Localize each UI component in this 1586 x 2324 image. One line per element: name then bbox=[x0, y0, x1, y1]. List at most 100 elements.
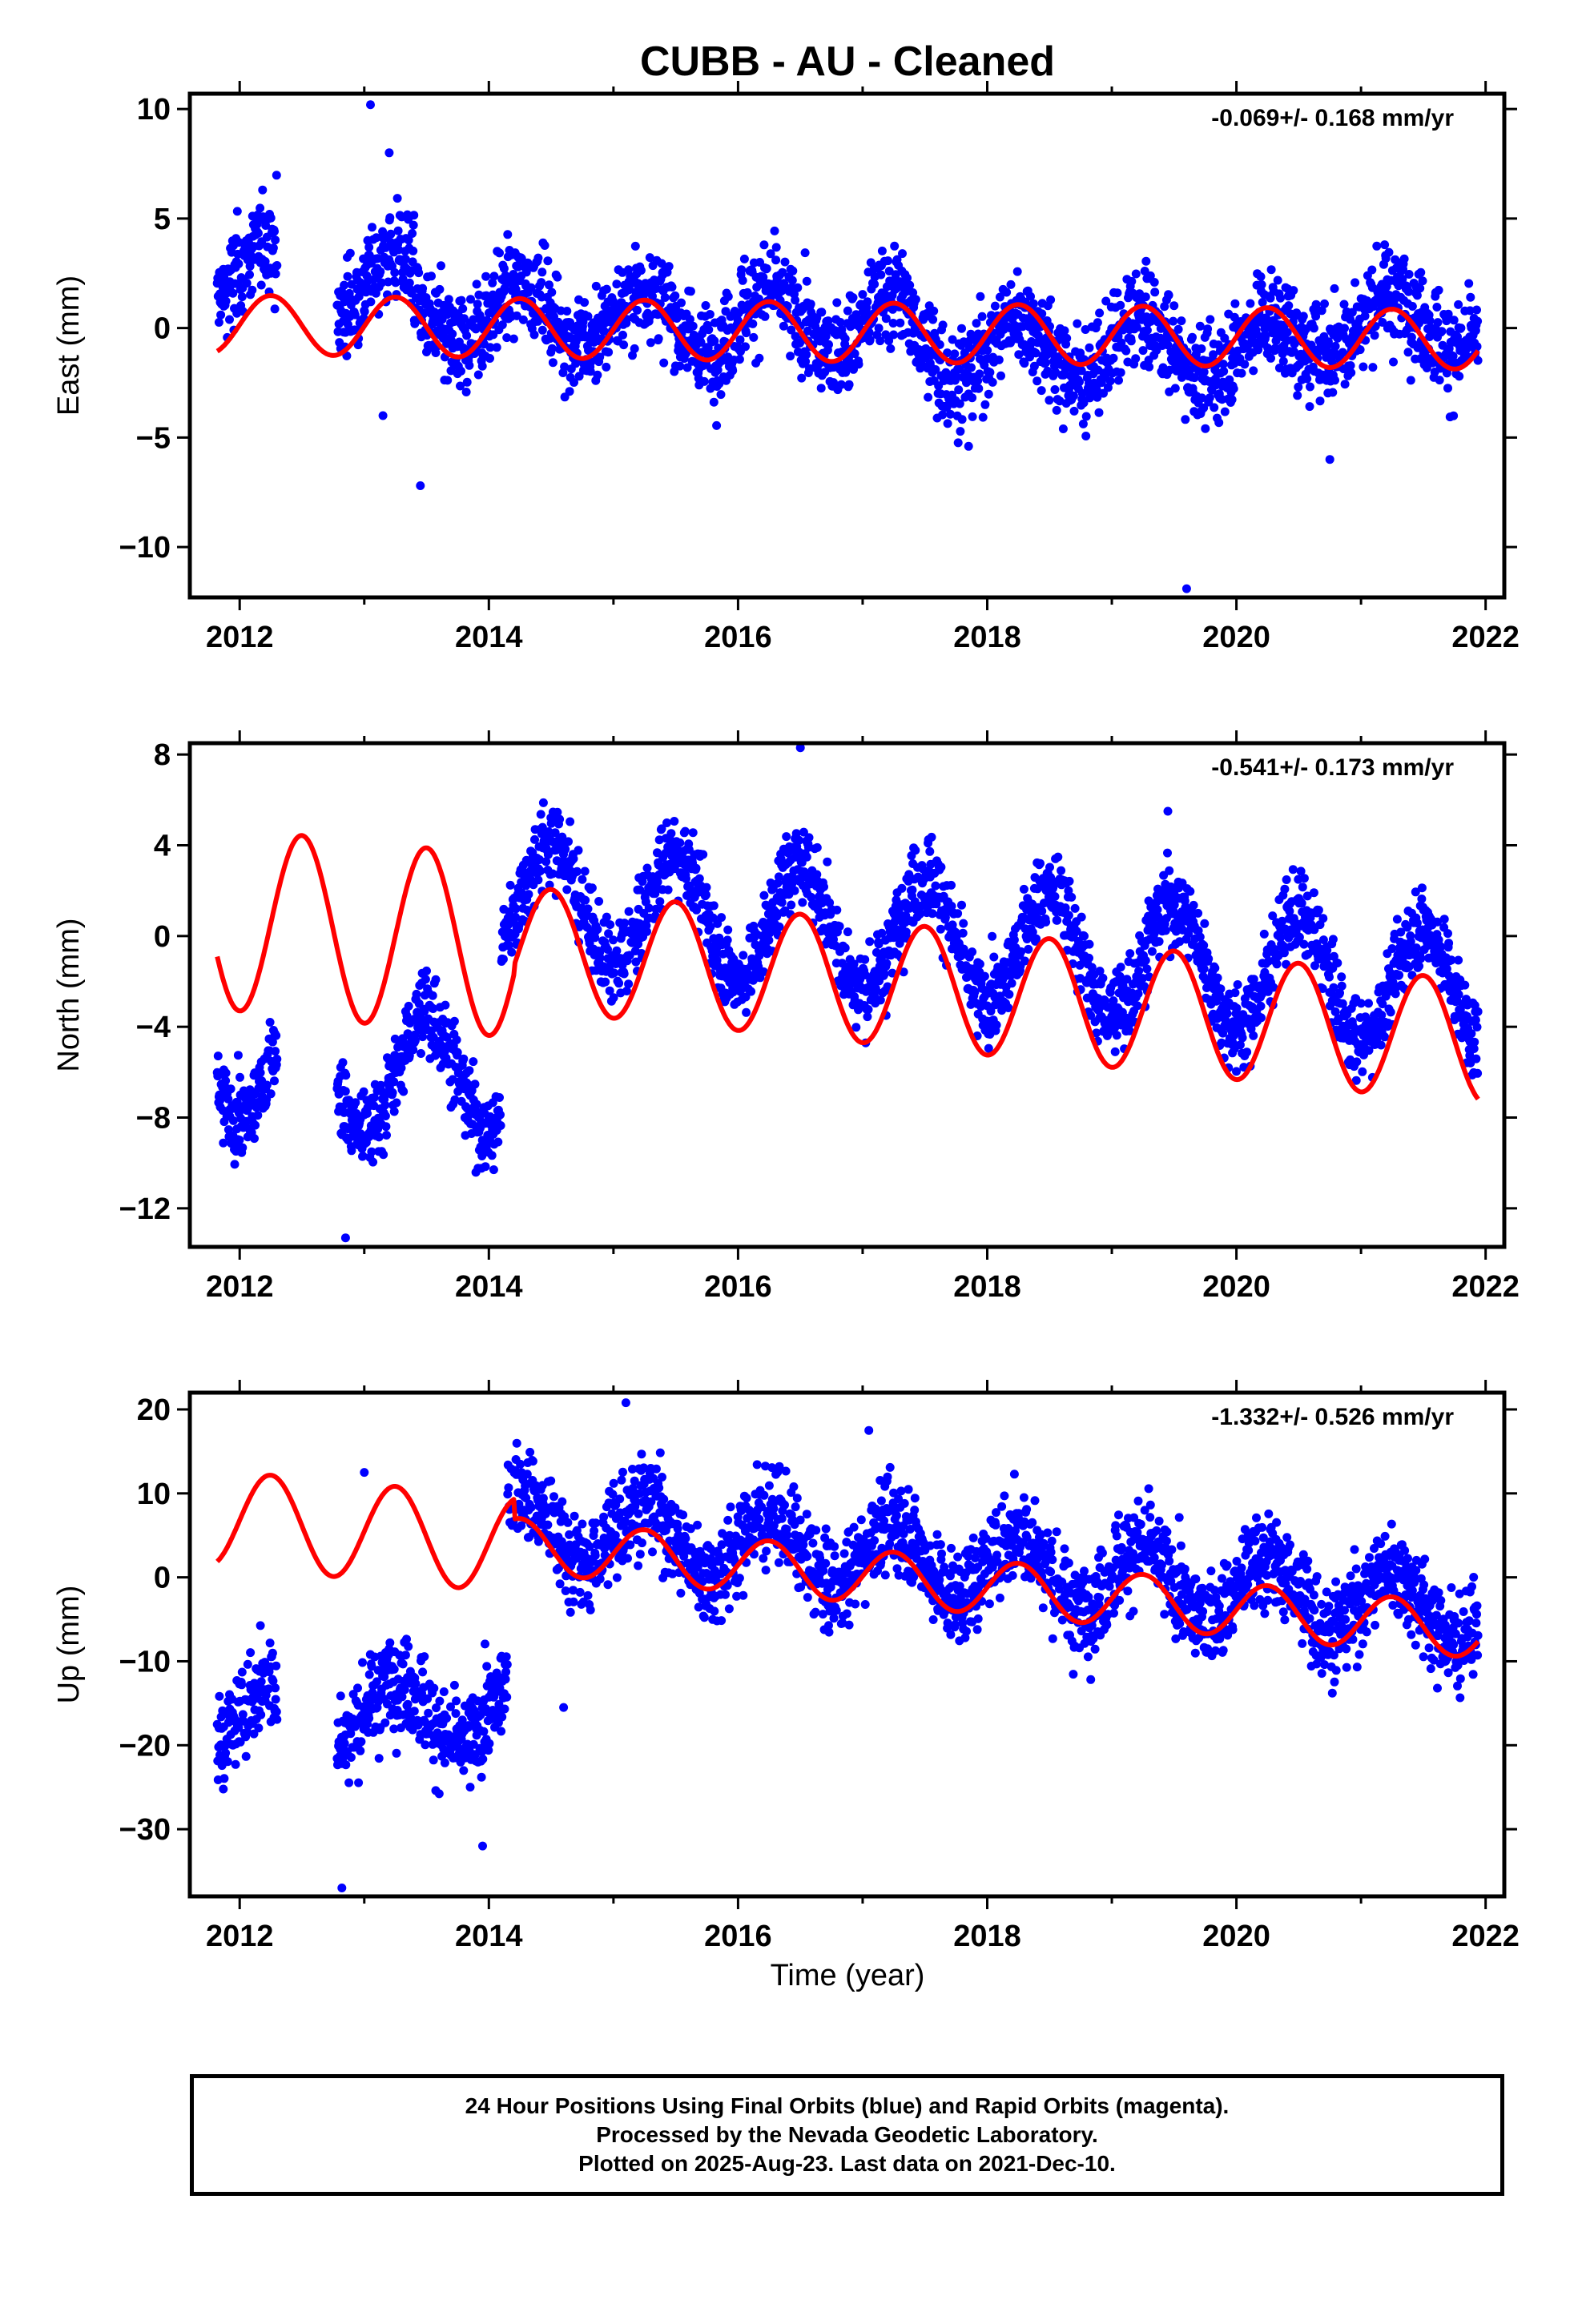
data-point bbox=[580, 298, 590, 308]
data-point bbox=[1080, 931, 1089, 941]
data-point bbox=[226, 1084, 235, 1094]
data-point bbox=[849, 959, 859, 969]
data-point bbox=[832, 298, 842, 308]
data-point bbox=[505, 880, 515, 890]
data-point bbox=[737, 265, 747, 275]
data-point bbox=[1105, 376, 1115, 386]
data-point bbox=[609, 993, 618, 1003]
data-point bbox=[953, 909, 963, 919]
data-point bbox=[583, 312, 593, 321]
data-point bbox=[1087, 963, 1097, 972]
data-point bbox=[386, 229, 396, 239]
data-point bbox=[1249, 366, 1258, 376]
data-point bbox=[884, 256, 892, 266]
data-point bbox=[1142, 325, 1152, 335]
data-point bbox=[345, 248, 355, 258]
data-point bbox=[358, 1152, 368, 1161]
data-point bbox=[398, 274, 408, 283]
data-point bbox=[911, 295, 920, 304]
data-point bbox=[994, 355, 1004, 364]
data-point bbox=[733, 316, 743, 325]
data-point bbox=[614, 979, 624, 988]
data-point bbox=[537, 267, 547, 277]
data-point bbox=[630, 344, 639, 353]
data-point bbox=[1218, 360, 1228, 369]
data-point bbox=[755, 353, 764, 363]
data-point bbox=[381, 1122, 391, 1132]
data-point bbox=[1322, 946, 1332, 955]
data-point bbox=[456, 381, 465, 391]
data-point bbox=[928, 909, 937, 919]
data-point bbox=[270, 227, 279, 236]
data-point bbox=[992, 1020, 1001, 1030]
data-point bbox=[1061, 903, 1070, 913]
data-point bbox=[489, 330, 498, 340]
data-point bbox=[748, 319, 758, 328]
data-point bbox=[548, 358, 558, 368]
data-point bbox=[1328, 935, 1338, 944]
data-point bbox=[372, 233, 381, 243]
data-point bbox=[543, 850, 553, 859]
data-point bbox=[373, 254, 383, 263]
data-point bbox=[1197, 344, 1206, 353]
data-point bbox=[1259, 929, 1269, 939]
data-point bbox=[228, 288, 238, 298]
data-point bbox=[1398, 274, 1407, 283]
data-point bbox=[1356, 999, 1366, 1008]
data-point bbox=[1222, 1009, 1232, 1019]
data-point bbox=[774, 872, 783, 882]
data-point bbox=[749, 332, 759, 342]
data-point bbox=[1012, 267, 1022, 276]
data-point bbox=[591, 281, 601, 291]
data-point bbox=[655, 897, 665, 907]
data-point bbox=[759, 272, 768, 282]
data-point bbox=[380, 1112, 390, 1120]
data-point bbox=[1181, 415, 1190, 424]
data-point bbox=[524, 890, 533, 899]
data-point bbox=[883, 982, 892, 991]
data-point bbox=[511, 284, 521, 294]
data-point bbox=[1296, 349, 1306, 359]
data-point bbox=[889, 330, 899, 340]
data-point bbox=[1276, 933, 1285, 943]
data-point bbox=[950, 349, 960, 359]
data-point bbox=[1425, 316, 1435, 326]
data-point bbox=[835, 922, 844, 931]
data-point bbox=[645, 253, 654, 263]
data-point bbox=[1292, 308, 1302, 318]
data-point bbox=[1274, 364, 1284, 372]
data-point bbox=[509, 270, 518, 279]
data-point bbox=[272, 171, 281, 180]
data-point bbox=[1165, 365, 1174, 375]
data-point bbox=[1404, 270, 1414, 279]
data-point bbox=[628, 351, 637, 360]
data-point bbox=[583, 904, 593, 914]
data-point bbox=[723, 935, 732, 945]
data-point bbox=[717, 913, 727, 923]
data-point bbox=[1257, 280, 1266, 289]
data-point bbox=[458, 304, 468, 313]
data-point bbox=[360, 307, 369, 316]
data-point bbox=[399, 1087, 409, 1096]
data-point bbox=[924, 392, 933, 402]
data-point bbox=[898, 249, 907, 259]
data-point bbox=[709, 397, 719, 407]
data-point bbox=[1229, 384, 1238, 393]
data-point bbox=[1141, 256, 1151, 266]
data-point bbox=[1346, 368, 1356, 377]
data-point bbox=[497, 320, 507, 330]
data-point bbox=[350, 310, 360, 320]
data-points bbox=[212, 100, 1483, 593]
data-point bbox=[1380, 1032, 1390, 1042]
data-point bbox=[1263, 344, 1273, 352]
data-point bbox=[1109, 996, 1118, 1006]
data-point bbox=[702, 890, 710, 899]
data-point bbox=[461, 388, 471, 396]
data-point bbox=[604, 929, 614, 939]
outlier-point bbox=[366, 100, 375, 110]
data-point bbox=[1138, 346, 1148, 356]
data-point bbox=[843, 306, 852, 316]
data-point bbox=[967, 363, 976, 372]
data-point bbox=[1329, 951, 1338, 961]
